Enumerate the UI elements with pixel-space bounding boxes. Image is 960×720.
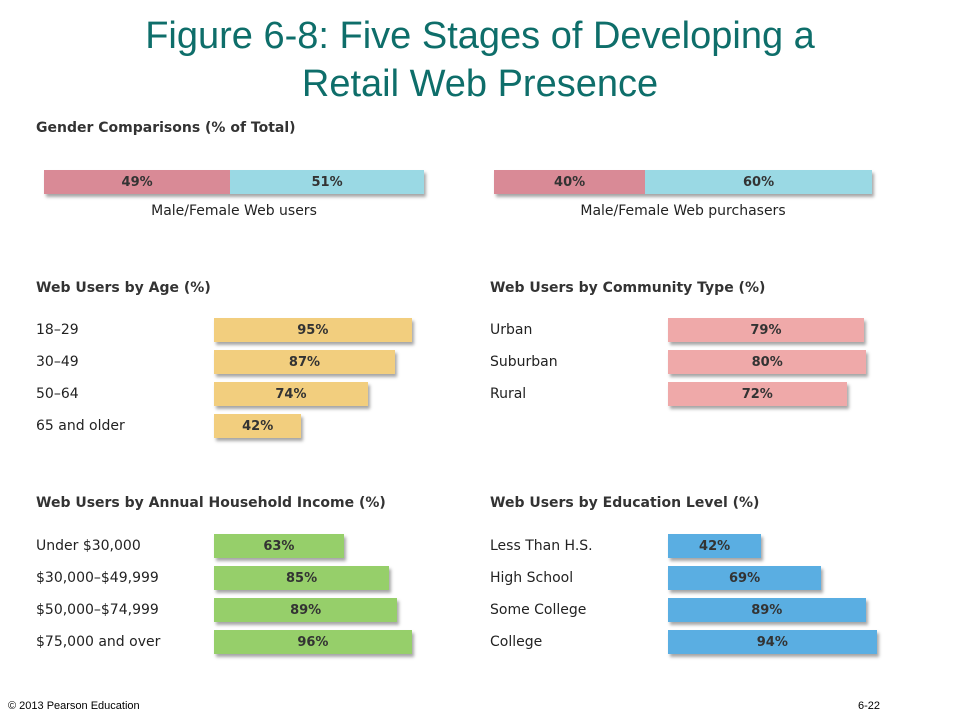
age-bar: 95%: [214, 318, 412, 342]
income-bar: 89%: [214, 598, 398, 622]
community-category-label: Rural: [490, 386, 527, 402]
gender-users-male-bar: 49%: [44, 170, 231, 194]
education-chart-title: Web Users by Education Level (%): [490, 495, 760, 511]
community-value-label: 80%: [751, 354, 783, 370]
age-value-label: 74%: [275, 386, 307, 402]
gender-users-female-bar: 51%: [230, 170, 424, 194]
education-category-label: College: [490, 634, 543, 650]
gender-chart-title: Gender Comparisons (% of Total): [36, 120, 296, 136]
gender-users-stack: 49% 51%: [44, 170, 424, 194]
gender-purchasers-male-bar: 40%: [494, 170, 646, 194]
age-bar: 87%: [214, 350, 395, 374]
income-category-label: $50,000–$74,999: [36, 602, 159, 618]
age-bar: 42%: [214, 414, 302, 438]
income-bar: 96%: [214, 630, 412, 654]
education-bar: 42%: [668, 534, 762, 558]
age-value-label: 95%: [297, 322, 329, 338]
community-category-label: Suburban: [490, 354, 558, 370]
slide-title: Figure 6-8: Five Stages of Developing a …: [0, 12, 960, 108]
income-value-label: 63%: [263, 538, 295, 554]
education-bar: 69%: [668, 566, 822, 590]
age-category-label: 30–49: [36, 354, 79, 370]
community-value-label: 79%: [750, 322, 782, 338]
age-category-label: 65 and older: [36, 418, 125, 434]
gender-purchasers-female-bar: 60%: [645, 170, 872, 194]
income-category-label: $30,000–$49,999: [36, 570, 159, 586]
income-chart-title: Web Users by Annual Household Income (%): [36, 495, 386, 511]
education-category-label: High School: [490, 570, 574, 586]
education-category-label: Less Than H.S.: [490, 538, 593, 554]
income-value-label: 85%: [285, 570, 318, 586]
education-value-label: 42%: [699, 538, 731, 554]
age-bar: 74%: [214, 382, 368, 406]
education-bar: 94%: [668, 630, 877, 654]
age-category-label: 18–29: [36, 322, 79, 338]
education-category-label: Some College: [490, 602, 587, 618]
community-chart-title: Web Users by Community Type (%): [490, 280, 766, 296]
income-bar: 85%: [214, 566, 390, 590]
age-chart-title: Web Users by Age (%): [36, 280, 211, 296]
copyright: © 2013 Pearson Education: [8, 700, 140, 712]
income-bar: 63%: [214, 534, 344, 558]
age-value-label: 87%: [288, 354, 321, 370]
gender-users-caption: Male/Female Web users: [151, 203, 317, 219]
age-value-label: 42%: [242, 418, 274, 434]
slide-title-line2: Retail Web Presence: [301, 63, 659, 105]
gender-users-female-label: 51%: [311, 174, 343, 190]
gender-purchasers-male-label: 40%: [554, 174, 586, 190]
slide-title-line1: Figure 6-8: Five Stages of Developing a: [145, 15, 815, 57]
gender-purchasers-female-label: 60%: [743, 174, 775, 190]
education-value-label: 94%: [756, 634, 788, 650]
gender-users-male-label: 49%: [121, 174, 153, 190]
community-bar: 72%: [668, 382, 847, 406]
income-category-label: $75,000 and over: [36, 634, 161, 650]
education-bar: 89%: [668, 598, 866, 622]
community-bar: 80%: [668, 350, 867, 374]
community-value-label: 72%: [741, 386, 773, 402]
page-number: 6-22: [858, 700, 881, 712]
gender-purchasers-stack: 40% 60%: [494, 170, 872, 194]
education-value-label: 89%: [751, 602, 783, 618]
community-category-label: Urban: [490, 322, 533, 338]
education-value-label: 69%: [729, 570, 761, 586]
income-value-label: 96%: [297, 634, 329, 650]
gender-purchasers-caption: Male/Female Web purchasers: [580, 203, 786, 219]
age-category-label: 50–64: [36, 386, 79, 402]
community-bar: 79%: [668, 318, 864, 342]
income-category-label: Under $30,000: [36, 538, 141, 554]
income-value-label: 89%: [290, 602, 322, 618]
